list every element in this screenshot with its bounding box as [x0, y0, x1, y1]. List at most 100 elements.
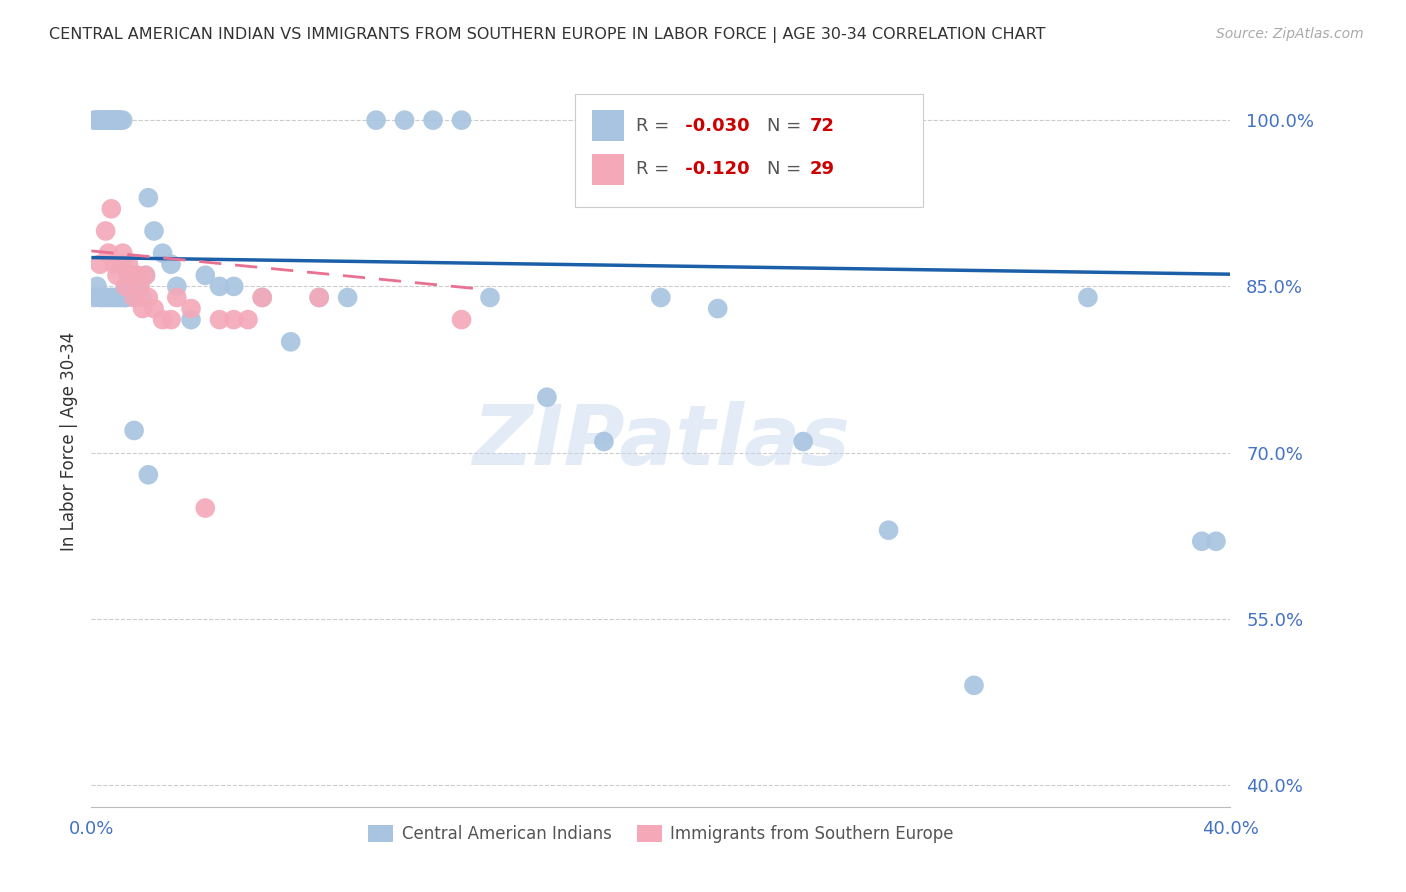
- Point: [97, 246, 120, 260]
- Point: [877, 523, 900, 537]
- Point: [138, 290, 160, 304]
- Point: [208, 279, 231, 293]
- Text: 72: 72: [810, 117, 835, 135]
- Point: [125, 268, 148, 283]
- Point: [422, 113, 444, 128]
- Point: [97, 113, 120, 128]
- Text: -0.120: -0.120: [679, 161, 749, 178]
- Point: [138, 191, 160, 205]
- Point: [706, 301, 728, 316]
- Point: [650, 290, 672, 304]
- Point: [122, 424, 145, 438]
- Point: [108, 290, 131, 304]
- Point: [114, 279, 136, 293]
- Text: N =: N =: [766, 161, 807, 178]
- Point: [94, 113, 117, 128]
- Point: [114, 279, 136, 293]
- Point: [108, 113, 131, 128]
- Text: Source: ZipAtlas.com: Source: ZipAtlas.com: [1216, 27, 1364, 41]
- Point: [236, 312, 259, 326]
- Point: [160, 257, 183, 271]
- Point: [478, 290, 502, 304]
- Point: [134, 268, 156, 283]
- Point: [280, 334, 302, 349]
- Point: [103, 113, 125, 128]
- Point: [593, 434, 616, 449]
- Point: [536, 390, 558, 404]
- Point: [111, 113, 134, 128]
- Point: [450, 113, 472, 128]
- Text: CENTRAL AMERICAN INDIAN VS IMMIGRANTS FROM SOUTHERN EUROPE IN LABOR FORCE | AGE : CENTRAL AMERICAN INDIAN VS IMMIGRANTS FR…: [49, 27, 1046, 43]
- FancyBboxPatch shape: [592, 111, 624, 141]
- Point: [180, 312, 202, 326]
- Point: [97, 290, 120, 304]
- Point: [792, 434, 814, 449]
- Point: [308, 290, 330, 304]
- Point: [131, 290, 153, 304]
- FancyBboxPatch shape: [592, 154, 624, 185]
- Point: [100, 290, 122, 304]
- Point: [160, 312, 183, 326]
- Point: [114, 290, 136, 304]
- Legend: Central American Indians, Immigrants from Southern Europe: Central American Indians, Immigrants fro…: [361, 819, 960, 850]
- Point: [125, 268, 148, 283]
- Point: [83, 290, 105, 304]
- Point: [111, 257, 134, 271]
- Point: [111, 246, 134, 260]
- FancyBboxPatch shape: [575, 95, 922, 208]
- Point: [114, 290, 136, 304]
- Point: [208, 312, 231, 326]
- Point: [103, 257, 125, 271]
- Point: [152, 312, 174, 326]
- Point: [91, 113, 114, 128]
- Point: [86, 279, 108, 293]
- Text: R =: R =: [636, 117, 675, 135]
- Point: [89, 113, 111, 128]
- Point: [222, 279, 245, 293]
- Point: [97, 113, 120, 128]
- Point: [308, 290, 330, 304]
- Text: 29: 29: [810, 161, 835, 178]
- Point: [131, 301, 153, 316]
- Point: [105, 113, 128, 128]
- Point: [117, 268, 139, 283]
- Point: [180, 301, 202, 316]
- Point: [120, 268, 142, 283]
- Point: [1205, 534, 1227, 549]
- Point: [166, 279, 188, 293]
- Point: [122, 290, 145, 304]
- Point: [103, 290, 125, 304]
- Text: R =: R =: [636, 161, 675, 178]
- Point: [143, 224, 166, 238]
- Text: N =: N =: [766, 117, 807, 135]
- Point: [108, 257, 131, 271]
- Point: [450, 312, 472, 326]
- Point: [394, 113, 416, 128]
- Point: [100, 202, 122, 216]
- Point: [250, 290, 273, 304]
- Point: [128, 279, 150, 293]
- Point: [128, 279, 150, 293]
- Text: ZIPatlas: ZIPatlas: [472, 401, 849, 482]
- Point: [86, 113, 108, 128]
- Point: [963, 678, 986, 692]
- Point: [100, 113, 122, 128]
- Point: [364, 113, 387, 128]
- Point: [117, 257, 139, 271]
- Point: [222, 312, 245, 326]
- Point: [194, 268, 217, 283]
- Point: [100, 113, 122, 128]
- Point: [89, 257, 111, 271]
- Point: [152, 246, 174, 260]
- Point: [103, 113, 125, 128]
- Point: [91, 290, 114, 304]
- Point: [1191, 534, 1213, 549]
- Point: [122, 290, 145, 304]
- Point: [94, 113, 117, 128]
- Point: [105, 113, 128, 128]
- Point: [91, 113, 114, 128]
- Point: [120, 279, 142, 293]
- Text: -0.030: -0.030: [679, 117, 749, 135]
- Point: [105, 290, 128, 304]
- Point: [86, 113, 108, 128]
